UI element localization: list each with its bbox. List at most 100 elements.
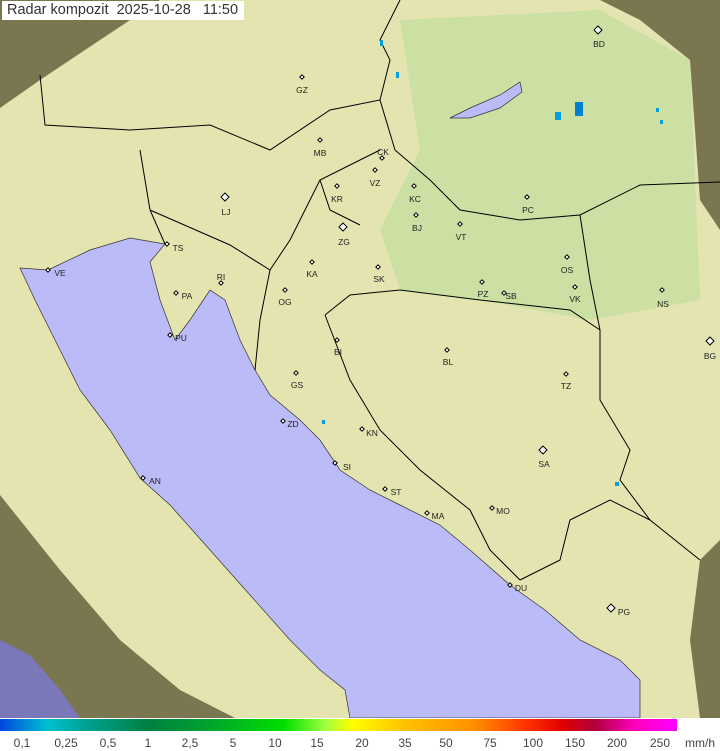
legend-labels: 0,1 0,25 0,5 1 2,5 5 10 15 20 35 50 75 1… (0, 736, 720, 751)
legend-label: 15 (310, 736, 324, 750)
city-marker-icon (479, 279, 485, 285)
city-marker-icon (411, 183, 417, 189)
capital-marker-icon (606, 603, 616, 613)
city-label: MO (496, 506, 510, 516)
city-label: BL (443, 357, 454, 367)
city-marker-icon (317, 137, 323, 143)
lake-balaton (449, 81, 523, 119)
legend-label: 150 (564, 736, 586, 750)
city-label: TS (173, 243, 184, 253)
legend-label: 100 (522, 736, 544, 750)
capital-marker-icon (705, 336, 715, 346)
city-marker-icon (164, 241, 170, 247)
adriatic-sea (19, 237, 641, 718)
city-marker-icon (334, 337, 340, 343)
tyrrhenian-sea (0, 640, 80, 718)
legend-label: 250 (649, 736, 671, 750)
legend-label: 0,25 (54, 736, 78, 750)
city-marker-icon (375, 264, 381, 270)
city-marker-icon (457, 221, 463, 227)
legend-label: 35 (398, 736, 412, 750)
city-marker-icon (659, 287, 665, 293)
city-marker-icon (444, 347, 450, 353)
city-marker-icon (424, 510, 430, 516)
city-marker-icon (309, 259, 315, 265)
country-borders (39, 0, 720, 581)
city-label: GS (291, 380, 304, 390)
city-label: MB (314, 148, 327, 158)
legend-label: 10 (268, 736, 282, 750)
city-label: NS (657, 299, 669, 309)
city-marker-icon (359, 426, 365, 432)
capital-marker-icon (338, 222, 348, 232)
legend-label: 20 (355, 736, 369, 750)
city-label: BJ (412, 223, 422, 233)
city-markers: GZ BD MB CK VZ KR KC LJ PC BJ VT TS ZG VE KA SK OS RI PA OG… (45, 25, 716, 617)
city-marker-icon (501, 290, 507, 296)
city-marker-icon (45, 267, 51, 273)
city-marker-icon (413, 212, 419, 218)
city-label: SI (343, 462, 351, 472)
city-label: DU (515, 583, 527, 593)
city-marker-icon (293, 370, 299, 376)
city-label: BD (593, 39, 605, 49)
city-label: OS (561, 265, 574, 275)
city-label: PG (618, 607, 630, 617)
city-marker-icon (282, 287, 288, 293)
precipitation-color-scale (0, 719, 677, 731)
city-label: PU (175, 333, 187, 343)
map-title: Radar kompozit 2025-10-28 11:50 (2, 1, 245, 20)
city-label: ZD (287, 419, 298, 429)
legend-label: 50 (439, 736, 453, 750)
city-marker-icon (218, 280, 224, 286)
legend-label: 2,5 (181, 736, 199, 750)
city-marker-icon (332, 460, 338, 466)
city-label: TZ (561, 381, 571, 391)
legend-label: 200 (606, 736, 628, 750)
city-label: BI (334, 347, 342, 357)
legend-unit: mm/h (685, 736, 715, 750)
city-label: KC (409, 194, 421, 204)
capital-marker-icon (538, 445, 548, 455)
legend-label: 1 (144, 736, 152, 750)
city-marker-icon (173, 290, 179, 296)
city-marker-icon (524, 194, 530, 200)
city-label: SB (505, 291, 517, 301)
city-marker-icon (507, 582, 513, 588)
city-label: AN (149, 476, 161, 486)
city-label: RI (217, 272, 226, 282)
city-label: MA (432, 511, 445, 521)
city-label: GZ (296, 85, 308, 95)
city-marker-icon (563, 371, 569, 377)
legend-label: 5 (229, 736, 237, 750)
city-marker-icon (299, 74, 305, 80)
city-label: BG (704, 351, 716, 361)
city-label: LJ (222, 207, 231, 217)
city-label: OG (278, 297, 291, 307)
city-label: KR (331, 194, 343, 204)
capital-marker-icon (593, 25, 603, 35)
city-marker-icon (382, 486, 388, 492)
city-label: ZG (338, 237, 350, 247)
city-label: VK (569, 294, 581, 304)
city-label: PC (522, 205, 534, 215)
city-marker-icon (334, 183, 340, 189)
city-label: VE (54, 268, 66, 278)
capital-marker-icon (220, 192, 230, 202)
city-marker-icon (372, 167, 378, 173)
city-label: CK (377, 147, 389, 157)
city-label: VZ (370, 178, 381, 188)
city-label: SA (538, 459, 550, 469)
city-label: PZ (478, 289, 489, 299)
city-label: PA (182, 291, 193, 301)
city-marker-icon (280, 418, 286, 424)
city-label: KN (366, 428, 378, 438)
legend-label: 0,1 (13, 736, 31, 750)
city-label: VT (456, 232, 467, 242)
lowland-green (380, 10, 700, 320)
city-label: KA (306, 269, 318, 279)
city-marker-icon (379, 155, 385, 161)
city-marker-icon (572, 284, 578, 290)
city-marker-icon (564, 254, 570, 260)
city-label: ST (391, 487, 402, 497)
